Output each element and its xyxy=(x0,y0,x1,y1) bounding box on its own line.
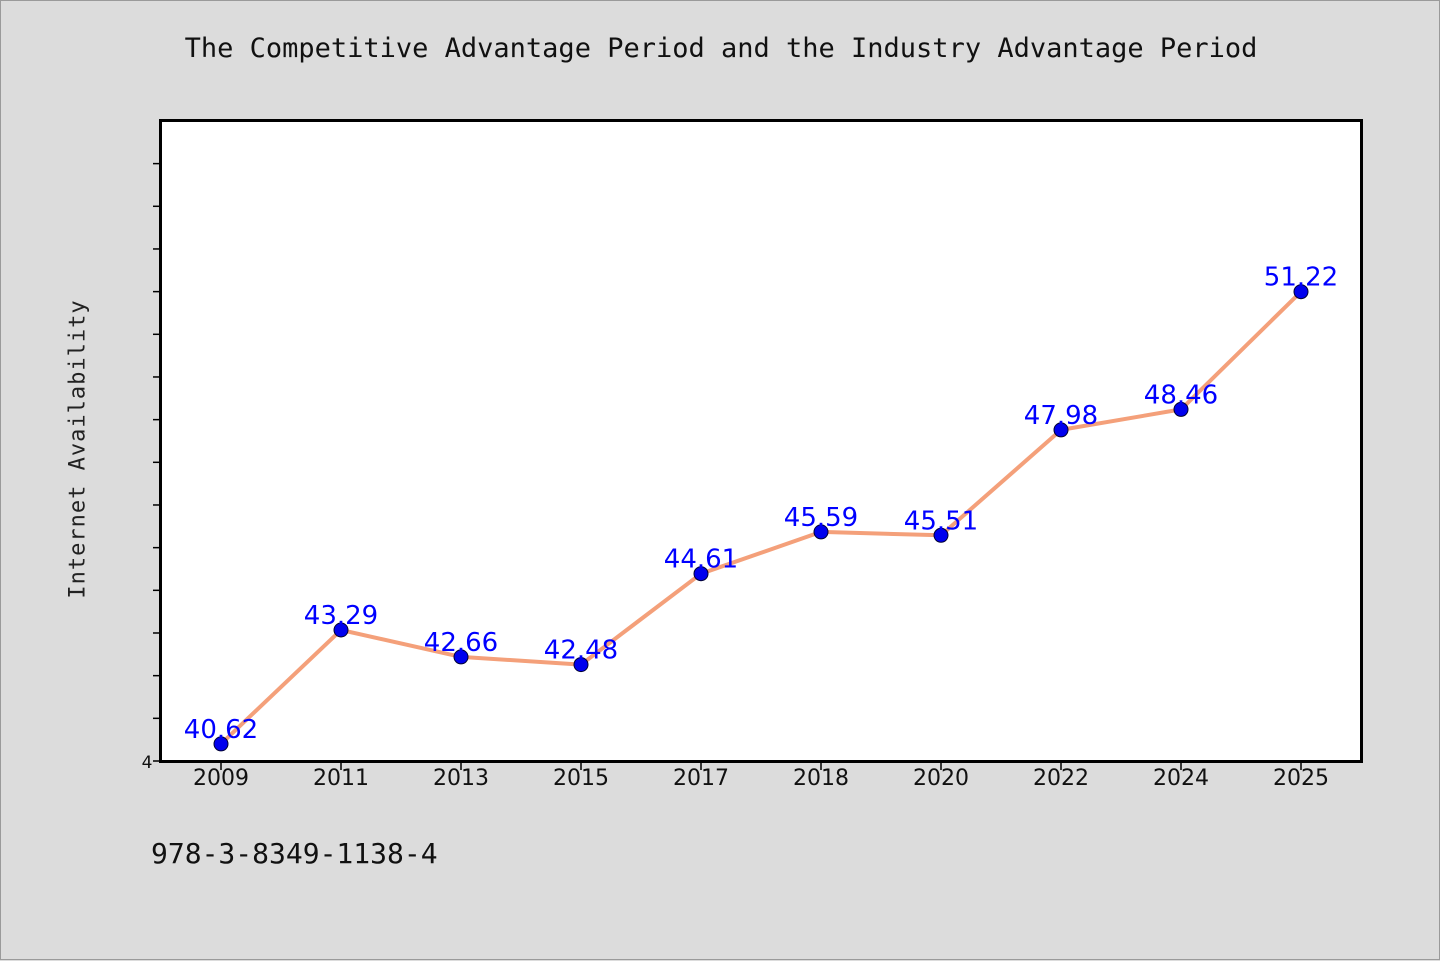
data-point xyxy=(693,566,709,582)
data-label: 51.22 xyxy=(1264,263,1338,293)
plot-frame xyxy=(159,119,1363,763)
data-point xyxy=(813,524,829,540)
data-label: 42.66 xyxy=(424,628,498,658)
x-tick-label: 2009 xyxy=(193,766,249,791)
x-tick-label: 2020 xyxy=(913,766,969,791)
data-point xyxy=(1173,401,1189,417)
footer-code: 978-3-8349-1138-4 xyxy=(151,837,438,870)
x-tick-label: 2024 xyxy=(1153,766,1209,791)
data-point xyxy=(1053,422,1069,438)
data-label: 42.48 xyxy=(544,636,618,666)
x-tick-label: 2011 xyxy=(313,766,369,791)
x-tick-label: 2022 xyxy=(1033,766,1089,791)
x-tick-label: 2013 xyxy=(433,766,489,791)
data-point xyxy=(453,649,469,665)
x-axis-ticks: 2009 2011 2013 2015 2017 2018 2020 2022 2024 2025 xyxy=(193,762,1329,791)
x-tick-label: 2018 xyxy=(793,766,849,791)
data-label: 45.51 xyxy=(904,506,978,536)
data-label: 47.98 xyxy=(1024,401,1098,431)
data-label: 48.46 xyxy=(1144,380,1218,410)
data-label: 45.59 xyxy=(784,503,858,533)
data-point xyxy=(333,622,349,638)
series-line xyxy=(219,289,1303,746)
y-tick-label: 4 xyxy=(142,753,153,773)
chart-title: The Competitive Advantage Period and the… xyxy=(184,33,1258,64)
series-group: 40.62 43.29 42.66 42.48 44.61 45.59 45.51 47.98… xyxy=(184,263,1338,752)
data-point xyxy=(1293,284,1309,300)
data-point xyxy=(933,527,949,543)
data-label: 43.29 xyxy=(304,601,378,631)
x-tick-label: 2017 xyxy=(673,766,729,791)
data-label: 44.61 xyxy=(664,545,738,575)
data-point xyxy=(573,657,589,673)
x-tick-label: 2015 xyxy=(553,766,609,791)
data-point xyxy=(213,736,229,752)
data-label: 40.62 xyxy=(184,715,258,745)
y-axis-ticks xyxy=(153,162,160,762)
x-tick-label: 2025 xyxy=(1273,766,1329,791)
